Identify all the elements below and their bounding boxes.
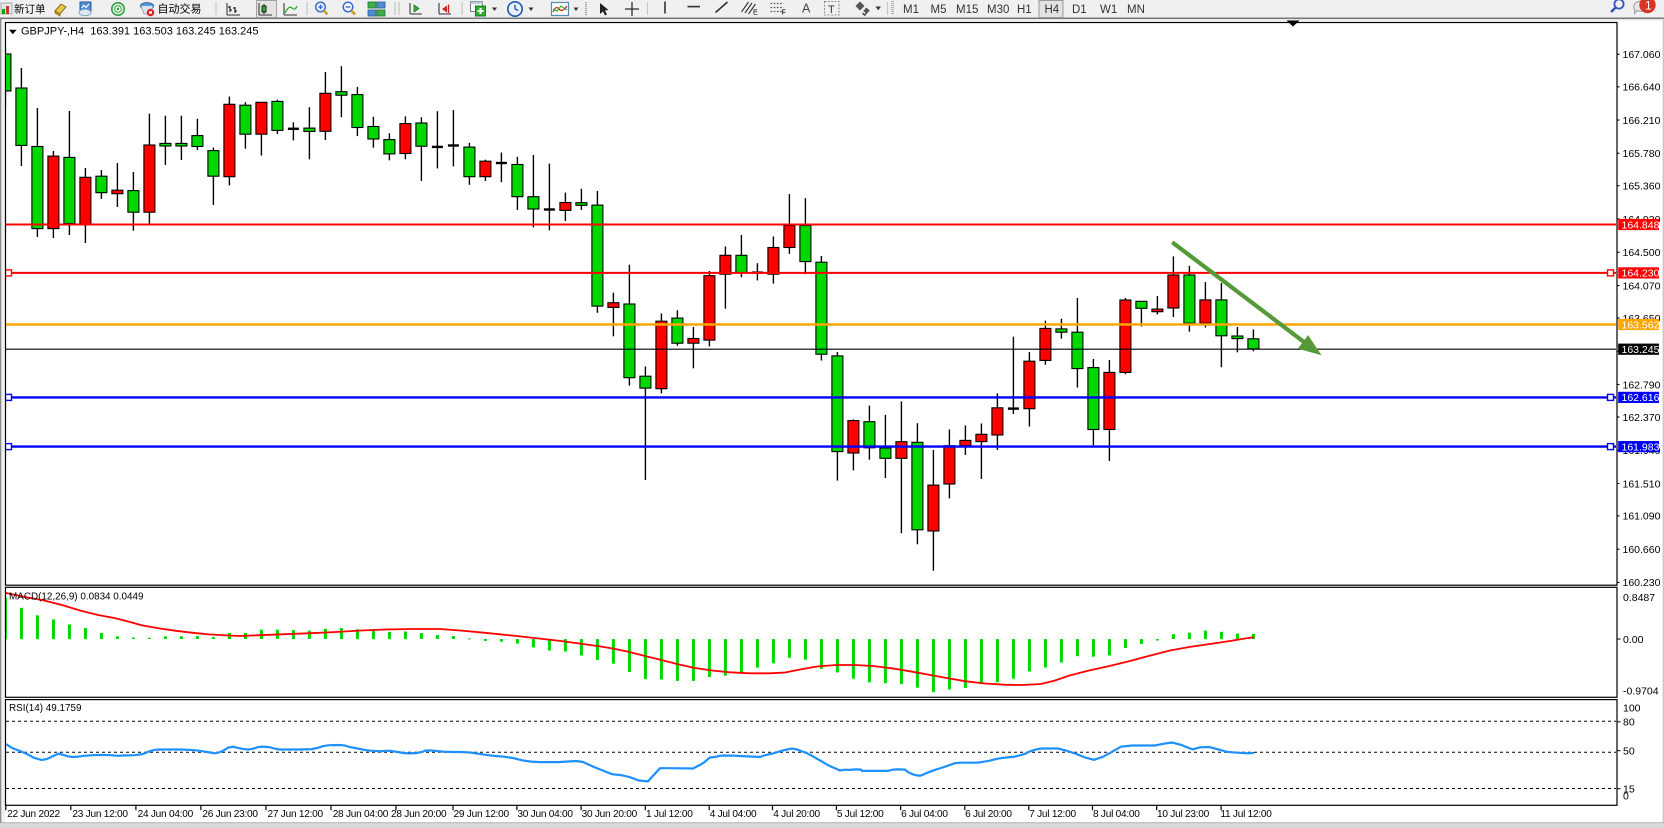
svg-text:0.8487: 0.8487 <box>1623 592 1655 604</box>
svg-text:4 Jul 04:00: 4 Jul 04:00 <box>710 809 757 820</box>
svg-text:H1: H1 <box>1017 4 1032 16</box>
svg-text:0: 0 <box>1623 791 1629 803</box>
svg-text:166.210: 166.210 <box>1623 115 1661 127</box>
svg-text:7 Jul 12:00: 7 Jul 12:00 <box>1029 809 1076 820</box>
svg-text:165.780: 165.780 <box>1623 148 1661 160</box>
svg-text:162.790: 162.790 <box>1623 379 1661 391</box>
svg-text:24 Jun 04:00: 24 Jun 04:00 <box>138 809 194 820</box>
svg-text:6 Jul 04:00: 6 Jul 04:00 <box>901 809 948 820</box>
svg-text:1: 1 <box>1645 0 1652 13</box>
svg-text:163.562: 163.562 <box>1622 319 1660 331</box>
svg-text:T: T <box>828 4 835 16</box>
svg-text:6 Jul 20:00: 6 Jul 20:00 <box>965 809 1012 820</box>
svg-text:100: 100 <box>1623 702 1641 714</box>
svg-text:F: F <box>782 10 786 17</box>
svg-text:M1: M1 <box>903 4 919 16</box>
svg-text:23 Jun 12:00: 23 Jun 12:00 <box>72 809 128 820</box>
svg-text:160.660: 160.660 <box>1623 544 1661 556</box>
svg-text:161.510: 161.510 <box>1623 478 1661 490</box>
svg-text:164.070: 164.070 <box>1623 280 1661 292</box>
svg-text:28 Jun 04:00: 28 Jun 04:00 <box>333 809 389 820</box>
svg-text:自动交易: 自动交易 <box>158 2 202 16</box>
svg-text:W1: W1 <box>1100 4 1117 16</box>
svg-text:-0.9704: -0.9704 <box>1623 685 1659 697</box>
svg-text:RSI(14) 49.1759: RSI(14) 49.1759 <box>9 703 82 714</box>
svg-text:M30: M30 <box>987 4 1009 16</box>
svg-text:160.230: 160.230 <box>1623 577 1661 589</box>
svg-text:29 Jun 12:00: 29 Jun 12:00 <box>454 809 510 820</box>
svg-text:167.060: 167.060 <box>1623 49 1661 61</box>
svg-text:GBPJPY-,H4 163.391 163.503 16: GBPJPY-,H4 163.391 163.503 163.245 163.2… <box>21 26 259 38</box>
svg-text:M15: M15 <box>956 4 978 16</box>
svg-text:165.360: 165.360 <box>1623 181 1661 193</box>
svg-text:1 Jul 12:00: 1 Jul 12:00 <box>646 809 693 820</box>
svg-text:新订单: 新订单 <box>14 3 46 16</box>
svg-text:MACD(12,26,9) 0.0834 0.0449: MACD(12,26,9) 0.0834 0.0449 <box>9 592 144 603</box>
svg-text:H4: H4 <box>1045 4 1060 16</box>
svg-text:11 Jul 12:00: 11 Jul 12:00 <box>1220 809 1272 820</box>
svg-text:162.370: 162.370 <box>1623 412 1661 424</box>
svg-text:30 Jun 04:00: 30 Jun 04:00 <box>517 809 573 820</box>
svg-text:E: E <box>753 10 758 17</box>
svg-text:A: A <box>802 2 811 16</box>
svg-text:4 Jul 20:00: 4 Jul 20:00 <box>773 809 820 820</box>
svg-text:M5: M5 <box>931 4 947 16</box>
svg-text:22 Jun 2022: 22 Jun 2022 <box>7 809 60 820</box>
svg-text:162.616: 162.616 <box>1622 392 1660 404</box>
svg-text:164.848: 164.848 <box>1622 219 1660 231</box>
svg-text:161.090: 161.090 <box>1623 511 1661 523</box>
svg-text:28 Jun 20:00: 28 Jun 20:00 <box>391 809 447 820</box>
svg-text:27 Jun 12:00: 27 Jun 12:00 <box>268 809 324 820</box>
svg-text:5 Jul 12:00: 5 Jul 12:00 <box>837 809 884 820</box>
svg-text:164.230: 164.230 <box>1622 268 1660 280</box>
svg-text:0.00: 0.00 <box>1623 634 1644 646</box>
svg-text:MN: MN <box>1127 4 1145 16</box>
svg-text:D1: D1 <box>1072 4 1087 16</box>
svg-text:50: 50 <box>1623 746 1635 758</box>
svg-text:166.640: 166.640 <box>1623 82 1661 94</box>
svg-text:8 Jul 04:00: 8 Jul 04:00 <box>1093 809 1140 820</box>
svg-text:163.245: 163.245 <box>1622 344 1660 356</box>
svg-text:10 Jul 23:00: 10 Jul 23:00 <box>1157 809 1210 820</box>
svg-text:161.983: 161.983 <box>1622 441 1660 453</box>
svg-text:15: 15 <box>1623 784 1635 796</box>
svg-text:30 Jun 20:00: 30 Jun 20:00 <box>582 809 638 820</box>
svg-text:164.500: 164.500 <box>1623 247 1661 259</box>
svg-text:26 Jun 23:00: 26 Jun 23:00 <box>202 809 258 820</box>
svg-text:80: 80 <box>1623 717 1635 729</box>
